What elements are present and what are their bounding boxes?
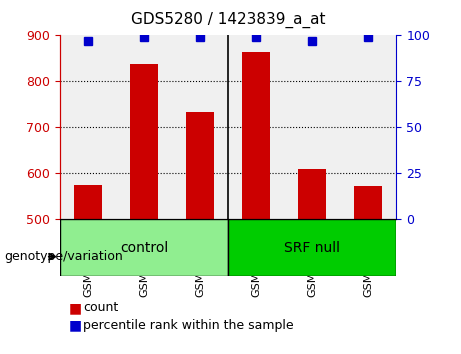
FancyBboxPatch shape [228,219,396,276]
Title: GDS5280 / 1423839_a_at: GDS5280 / 1423839_a_at [131,12,325,28]
Text: count: count [83,302,118,314]
Text: genotype/variation: genotype/variation [5,250,124,263]
Text: SRF null: SRF null [284,241,340,255]
FancyBboxPatch shape [60,219,228,276]
Bar [355,186,383,219]
Bar [298,169,326,219]
Text: ■: ■ [69,301,82,315]
Bar [74,185,102,219]
Bar [130,64,158,219]
Text: ■: ■ [69,319,82,333]
Text: percentile rank within the sample: percentile rank within the sample [83,319,294,332]
Bar [242,51,270,219]
Text: control: control [120,241,168,255]
Bar [186,112,214,219]
